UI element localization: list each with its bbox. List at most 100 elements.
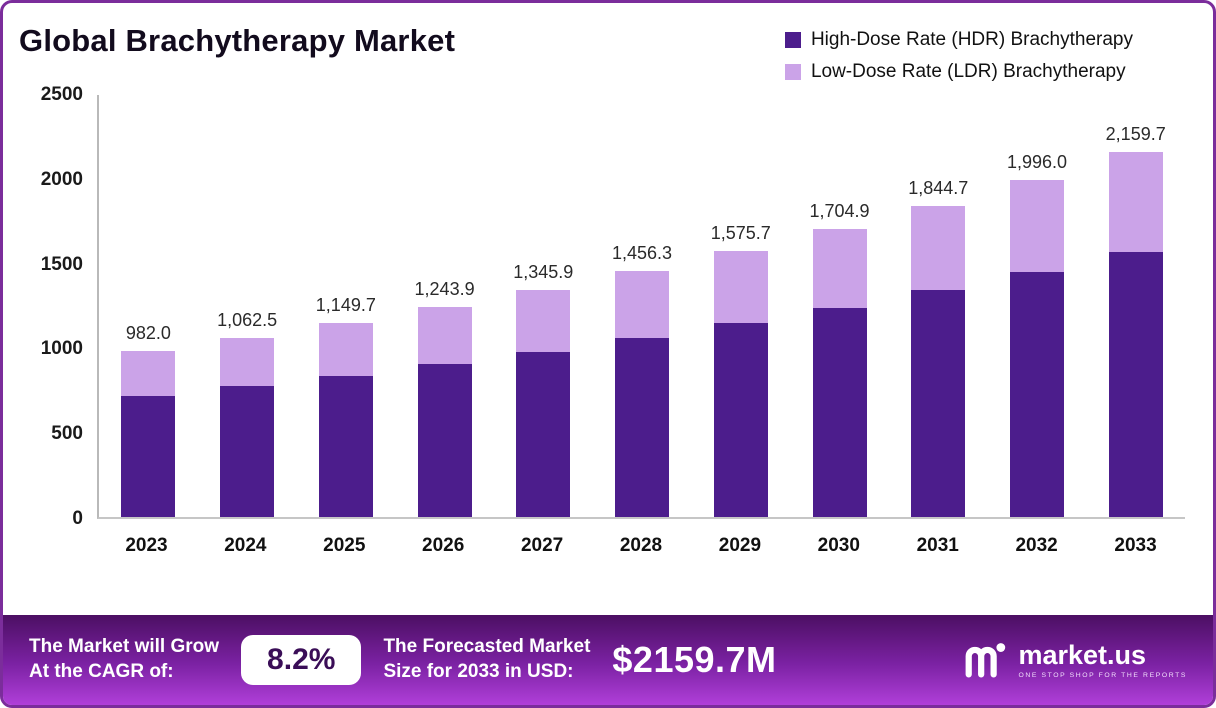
y-tick-label: 2500 (40, 84, 83, 105)
bar-total-label: 1,575.7 (710, 223, 771, 244)
legend: High-Dose Rate (HDR) Brachytherapy Low-D… (784, 29, 1133, 83)
bar-group: 1,456.3 (593, 95, 692, 517)
legend-label-ldr: Low-Dose Rate (LDR) Brachytherapy (810, 61, 1126, 82)
ldr-segment (911, 205, 966, 291)
ldr-segment (121, 351, 176, 397)
ldr-segment (516, 289, 571, 352)
bar-group: 1,704.9 (790, 95, 889, 517)
y-tick-label: 2000 (40, 168, 83, 190)
hdr-segment (911, 290, 966, 517)
brand-tagline: ONE STOP SHOP FOR THE REPORTS (1018, 672, 1187, 680)
bar-total-label: 1,149.7 (315, 294, 376, 315)
bar-total-label: 1,345.9 (513, 261, 574, 282)
ldr-segment (220, 337, 275, 387)
ldr-segment (1108, 152, 1163, 252)
bar-group: 982.0 (99, 95, 198, 517)
bar-stack (812, 229, 867, 517)
bar-stack (1108, 152, 1163, 517)
x-axis-label: 2027 (520, 535, 564, 556)
ldr-segment (417, 307, 472, 365)
bar-stack (318, 322, 373, 517)
brand-text: market.us ONE STOP SHOP FOR THE REPORTS (1018, 639, 1187, 680)
chart-area: 2500 2000 1500 1000 500 0 982.0 1,062.5 1,149.7… (3, 84, 1213, 615)
bar-total-label: 1,996.0 (1006, 152, 1067, 173)
hdr-segment (417, 364, 472, 517)
ldr-segment (812, 229, 867, 308)
hdr-segment (615, 338, 670, 517)
cagr-label: The Market will Grow At the CAGR of: (29, 635, 219, 684)
bar-group: 1,575.7 (691, 95, 790, 517)
plot-area: 982.0 1,062.5 1,149.7 1,243.9 1,345.9 1,456.3… (97, 95, 1185, 519)
bar-total-label: 1,456.3 (612, 243, 673, 264)
bar-stack (615, 271, 670, 517)
cagr-value-badge: 8.2% (241, 635, 362, 685)
legend-item-ldr: Low-Dose Rate (LDR) Brachytherapy (784, 61, 1133, 83)
x-axis-label: 2033 (1114, 535, 1157, 556)
bar-stack (713, 251, 768, 517)
hdr-segment (1108, 251, 1163, 517)
ldr-segment (615, 271, 670, 339)
bars: 982.0 1,062.5 1,149.7 1,243.9 1,345.9 1,456.3… (99, 95, 1185, 517)
x-axis-label: 2023 (125, 535, 168, 556)
forecast-label-line2: Size for 2033 in USD: (383, 661, 574, 682)
hdr-segment (516, 351, 571, 517)
chart-header: Global Brachytherapy Market High-Dose Ra… (3, 3, 1213, 89)
x-axis-label: 2024 (224, 535, 267, 556)
brand-logo: market.us ONE STOP SHOP FOR THE REPORTS (962, 637, 1187, 683)
bar-total-label: 2,159.7 (1105, 124, 1166, 145)
bar-group: 1,062.5 (198, 95, 297, 517)
bar-stack (121, 351, 176, 517)
forecast-value: $2159.7M (612, 639, 777, 680)
y-tick-label: 1000 (40, 338, 83, 360)
bar-stack (417, 307, 472, 517)
marketus-logo-icon (962, 637, 1008, 683)
bar-total-label: 1,704.9 (809, 201, 870, 222)
x-axis-label: 2031 (916, 535, 959, 556)
x-axis-label: 2026 (422, 535, 465, 556)
bar-total-label: 1,243.9 (414, 279, 475, 300)
ldr-swatch-icon (784, 64, 801, 80)
ldr-segment (713, 251, 768, 324)
hdr-segment (1009, 271, 1064, 517)
brand-name: market.us (1018, 639, 1147, 670)
bar-group: 1,996.0 (988, 95, 1087, 517)
bar-stack (911, 205, 966, 517)
bar-group: 2,159.7 (1086, 95, 1185, 517)
page-title: Global Brachytherapy Market (19, 23, 456, 58)
axis-corner (17, 519, 97, 563)
y-tick-label: 0 (72, 508, 83, 529)
hdr-segment (713, 323, 768, 517)
hdr-swatch-icon (784, 32, 801, 48)
forecast-label-line1: The Forecasted Market (383, 636, 591, 658)
y-axis: 2500 2000 1500 1000 500 0 (17, 84, 97, 529)
ldr-segment (318, 322, 373, 376)
cagr-label-line1: The Market will Grow (29, 636, 220, 658)
footer-banner: The Market will Grow At the CAGR of: 8.2… (3, 615, 1213, 705)
forecast-label: The Forecasted Market Size for 2033 in U… (383, 635, 590, 684)
bar-total-label: 1,062.5 (217, 309, 278, 330)
bar-stack (220, 337, 275, 517)
bar-group: 1,345.9 (494, 95, 593, 517)
legend-label-hdr: High-Dose Rate (HDR) Brachytherapy (810, 29, 1133, 50)
x-axis-label: 2025 (323, 535, 366, 556)
bar-stack (516, 289, 571, 517)
hdr-segment (220, 386, 275, 517)
y-tick-label: 1500 (40, 253, 83, 275)
bar-group: 1,844.7 (889, 95, 988, 517)
cagr-label-line2: At the CAGR of: (29, 661, 174, 682)
bar-total-label: 1,844.7 (908, 177, 969, 198)
bar-stack (1009, 180, 1064, 517)
legend-item-hdr: High-Dose Rate (HDR) Brachytherapy (784, 29, 1133, 51)
hdr-segment (318, 375, 373, 517)
hdr-segment (121, 396, 176, 517)
bar-group: 1,149.7 (296, 95, 395, 517)
x-axis-label: 2030 (817, 535, 860, 556)
hdr-segment (812, 307, 867, 517)
x-labels: 2023 2024 2025 2026 2027 2028 2029 2030 2031 2032… (97, 519, 1185, 563)
x-axis-label: 2029 (718, 535, 762, 556)
ldr-segment (1009, 180, 1064, 272)
bar-total-label: 982.0 (125, 323, 171, 344)
y-tick-label: 500 (51, 423, 83, 445)
x-axis-label: 2028 (619, 535, 663, 556)
